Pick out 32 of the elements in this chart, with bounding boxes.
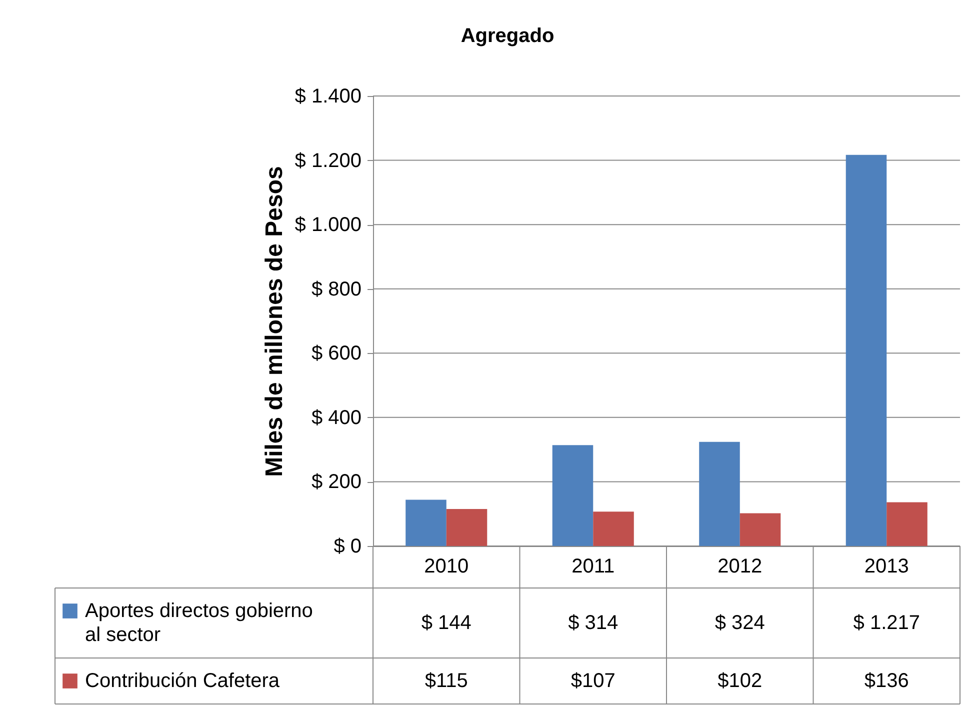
bar [846,154,887,546]
y-tick-label: $ 1.200 [294,150,362,172]
bar [740,513,781,546]
data-label: $ 324 [714,612,765,634]
data-label: $102 [718,670,762,692]
legend-label: Contribución Cafetera [85,670,280,692]
y-tick-label: $ 1.400 [294,86,362,108]
bar [886,502,928,546]
y-tick-label: $ 200 [311,471,362,494]
y-tick-label: $ 0 [334,536,362,558]
y-tick-label: $ 600 [311,342,362,365]
bar [552,445,594,546]
x-tick-label: 2012 [718,556,762,578]
bar [406,500,446,546]
data-label: $ 1.217 [853,612,920,634]
data-label: $107 [570,670,616,692]
x-tick-label: 2011 [572,556,615,578]
y-tick-label: $ 1.000 [294,214,362,236]
data-label: $ 314 [568,612,618,634]
data-label: $136 [864,670,909,692]
y-axis-title: Miles de millones de Pesos [260,166,288,477]
bar [446,509,488,546]
chart-title: Agregado [460,25,554,47]
x-tick-label: 2013 [864,556,909,578]
y-tick-label: $ 800 [311,278,362,300]
data-label: $ 144 [421,612,472,634]
x-tick-label: 2010 [424,556,469,578]
y-tick-label: $ 400 [311,406,362,429]
legend-label: Aportes directos gobierno al sector [85,600,313,646]
bar [699,442,740,546]
bar [593,512,634,546]
data-label: $115 [424,670,468,692]
